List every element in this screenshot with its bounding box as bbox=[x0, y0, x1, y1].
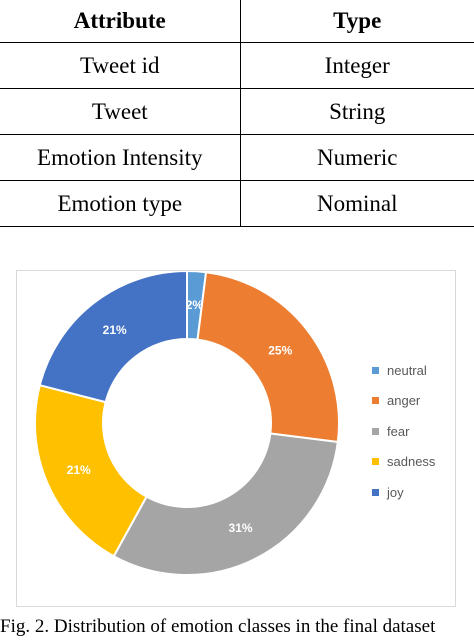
table-row: Tweet id Integer bbox=[0, 42, 474, 89]
legend-swatch bbox=[372, 397, 379, 405]
legend-label: sadness bbox=[387, 454, 436, 470]
legend-label: anger bbox=[387, 393, 421, 409]
slice-fear bbox=[112, 432, 339, 576]
legend-item-sadness: sadness bbox=[372, 447, 435, 478]
table-cell-type: Numeric bbox=[240, 134, 474, 181]
table-cell-attribute: Tweet id bbox=[0, 42, 241, 89]
legend-item-anger: anger bbox=[372, 386, 435, 417]
table-header-row: Attribute Type bbox=[0, 0, 474, 43]
table-cell-type: Integer bbox=[240, 42, 474, 89]
figure-caption: Fig. 2. Distribution of emotion classes … bbox=[0, 616, 436, 637]
header-attribute: Attribute bbox=[0, 0, 241, 43]
table-row: Tweet String bbox=[0, 88, 474, 135]
data-label-neutral: 2% bbox=[186, 298, 204, 312]
legend-item-joy: joy bbox=[372, 477, 435, 508]
table-cell-type: Nominal bbox=[240, 180, 474, 227]
legend-label: fear bbox=[387, 423, 410, 439]
data-label-fear: 31% bbox=[229, 521, 253, 535]
attribute-type-table: Attribute Type Tweet id Integer Tweet St… bbox=[0, 0, 474, 227]
table-row: Emotion type Nominal bbox=[0, 180, 474, 227]
legend-swatch bbox=[372, 488, 379, 496]
table-cell-attribute: Emotion Intensity bbox=[0, 134, 241, 181]
legend-label: joy bbox=[387, 484, 404, 500]
table-row: Emotion Intensity Numeric bbox=[0, 134, 474, 181]
header-type: Type bbox=[333, 8, 382, 33]
data-label-sadness: 21% bbox=[67, 463, 91, 477]
table-cell-attribute: Emotion type bbox=[0, 180, 241, 227]
table-cell-attribute: Tweet bbox=[0, 88, 241, 135]
legend-swatch bbox=[372, 366, 379, 374]
legend-label: neutral bbox=[387, 362, 427, 378]
table-cell-type: String bbox=[240, 88, 474, 135]
legend-swatch bbox=[372, 427, 379, 435]
legend-swatch bbox=[372, 458, 379, 466]
donut-chart: 2% 25% 31% 21% 21% bbox=[34, 271, 340, 576]
legend-item-neutral: neutral bbox=[372, 355, 435, 386]
data-label-anger: 25% bbox=[268, 344, 292, 358]
slice-joy bbox=[38, 271, 188, 404]
chart-legend: neutral anger fear sadness joy bbox=[372, 355, 435, 508]
slice-anger bbox=[196, 271, 340, 444]
data-label-joy: 21% bbox=[103, 323, 127, 337]
slice-sadness bbox=[34, 383, 148, 558]
donut-chart-frame: 2% 25% 31% 21% 21% neutral anger fear sadness jo… bbox=[16, 270, 456, 607]
legend-item-fear: fear bbox=[372, 416, 435, 447]
